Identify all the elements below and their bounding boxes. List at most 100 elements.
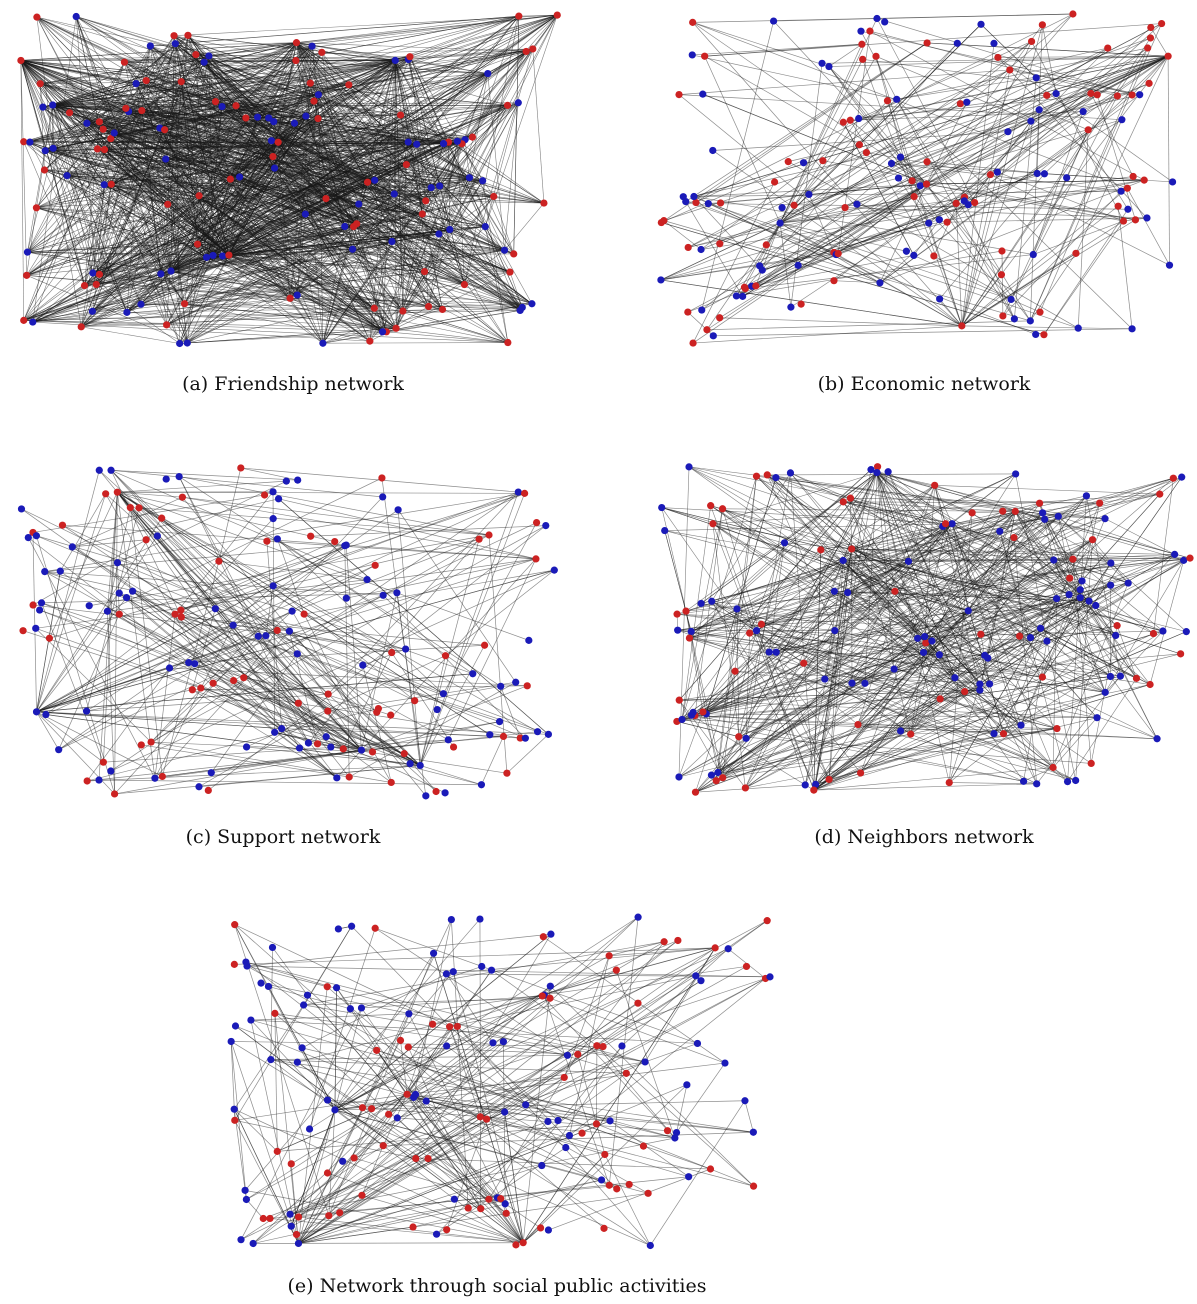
network-edge [851, 495, 1087, 550]
network-edge [75, 16, 129, 112]
red-node [93, 145, 102, 153]
network-edge [298, 980, 702, 1244]
network-edge [569, 955, 610, 1136]
network-edge [310, 83, 404, 312]
network-edge [948, 512, 973, 783]
network-edge [500, 686, 521, 739]
network-edge [195, 14, 558, 55]
network-edge [828, 66, 940, 220]
network-edge [644, 947, 716, 1063]
red-node [757, 620, 766, 628]
network-edge [961, 37, 1151, 327]
network-edge [749, 502, 1040, 634]
network-edge [402, 180, 483, 312]
red-node [142, 76, 150, 85]
network-edge [436, 1121, 549, 1235]
red-node [453, 1022, 461, 1031]
network-edge [406, 948, 729, 1095]
network-edge [28, 537, 189, 663]
blue-node [981, 651, 989, 659]
network-edge [1020, 518, 1106, 726]
network-edge [113, 132, 188, 344]
network-edge [745, 502, 1040, 739]
network-edge [1117, 206, 1133, 329]
blue-node [39, 103, 47, 111]
network-edge [69, 56, 410, 114]
blue-node [887, 159, 896, 168]
network-edge [310, 525, 546, 537]
blue-node [708, 597, 716, 605]
network-edge [438, 14, 558, 235]
network-edge [36, 558, 537, 713]
blue-node [542, 521, 550, 530]
red-node [402, 161, 410, 169]
red-node [19, 627, 27, 635]
network-edge [833, 47, 1148, 281]
blue-node [427, 183, 435, 192]
network-edge [851, 485, 935, 550]
red-node [231, 1116, 239, 1124]
network-edge [62, 524, 363, 666]
blue-node [439, 690, 447, 698]
red-node [385, 1110, 393, 1118]
network-edge [181, 518, 274, 618]
network-edge [218, 560, 368, 580]
network-edge [870, 469, 1118, 626]
network-edge [808, 194, 835, 253]
network-edge [896, 47, 1148, 100]
network-edge [685, 493, 1160, 612]
network-edge [42, 106, 383, 333]
network-edge [348, 84, 509, 343]
red-node [158, 514, 166, 522]
network-edge [406, 1026, 450, 1095]
network-edge [776, 600, 1090, 653]
network-edge [184, 241, 393, 304]
red-node [977, 630, 985, 638]
network-edge [339, 947, 716, 1214]
blue-node [411, 1090, 420, 1099]
red-node [171, 610, 179, 618]
blue-node [765, 648, 773, 656]
network-edge [676, 1084, 688, 1133]
network-edge [569, 978, 766, 1136]
blue-node [772, 474, 780, 482]
network-edge [1068, 493, 1160, 595]
blue-node [469, 670, 477, 678]
red-node [17, 56, 25, 65]
red-node [142, 536, 150, 544]
network-edge [60, 570, 338, 779]
network-edge [934, 485, 981, 691]
blue-node [235, 173, 244, 181]
blue-node [699, 90, 707, 98]
network-edge [20, 60, 237, 107]
network-edge [126, 312, 397, 329]
network-edge [128, 111, 383, 333]
edge-group [21, 467, 555, 797]
red-node [392, 324, 400, 332]
network-edge [62, 524, 347, 546]
network-edge [793, 160, 824, 206]
red-node [83, 777, 91, 785]
red-node [1035, 499, 1044, 507]
network-edge [27, 148, 54, 253]
network-edge [76, 16, 182, 82]
red-node [560, 1073, 568, 1082]
network-edge [850, 497, 1081, 591]
blue-node [1092, 601, 1100, 610]
network-edge [660, 173, 1045, 281]
node-group [658, 463, 1194, 796]
network-edge [843, 501, 1111, 586]
network-edge [870, 469, 1129, 584]
network-edge [522, 986, 551, 1243]
red-node [345, 81, 353, 89]
blue-node [848, 679, 856, 687]
red-node [716, 314, 724, 322]
red-node [307, 532, 315, 540]
network-edge [438, 51, 527, 235]
red-node [32, 204, 41, 212]
blue-node [416, 761, 424, 770]
network-edge [328, 1109, 336, 1216]
edge-group [20, 14, 558, 344]
blue-node [1036, 624, 1045, 632]
network-edge [828, 66, 1002, 275]
